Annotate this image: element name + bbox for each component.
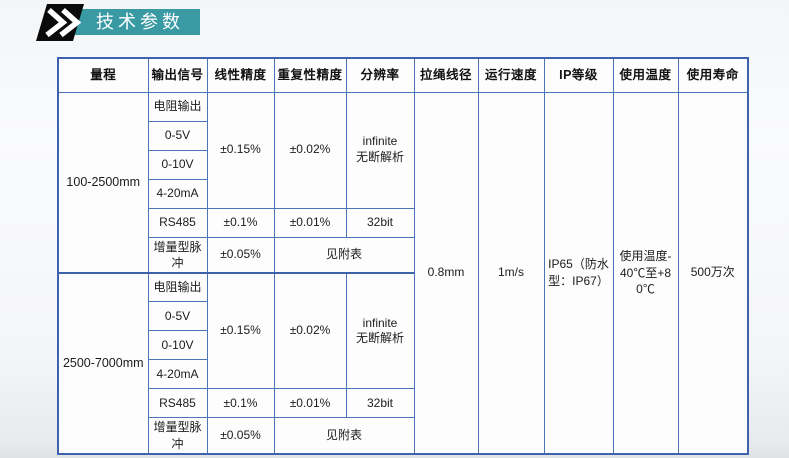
spec-table: 量程 输出信号 线性精度 重复性精度 分辨率 拉绳线径 运行速度 IP等级 使用… [57, 57, 749, 455]
table-row: 4-20mA [58, 178, 748, 209]
cell-repeatability-analog-2: ±0.02% [273, 271, 347, 390]
double-chevron-icon [36, 3, 84, 41]
cell-signal-resistance-2: 电阻输出 [147, 271, 208, 303]
header-ip-rating: IP等级 [543, 57, 614, 93]
cell-signal-0-5v-1: 0-5V [147, 120, 208, 151]
cell-signal-rs485-1: RS485 [147, 207, 208, 238]
table-row: RS485 ±0.1% ±0.01% 32bit [58, 388, 748, 419]
header-lifespan: 使用寿命 [677, 57, 749, 93]
table-row: 0-10V [58, 330, 748, 361]
cell-lifespan: 500万次 [677, 91, 749, 455]
table-row: 增量型脉冲 ±0.05% 见附表 [58, 417, 748, 455]
cell-signal-pulse-2: 增量型脉冲 [147, 417, 208, 455]
cell-rope-diameter: 0.8mm [413, 91, 479, 455]
cell-signal-pulse-1: 增量型脉冲 [147, 236, 208, 274]
section-title-bar: 技术参数 [36, 3, 200, 41]
resolution-en-1: infinite [362, 134, 398, 149]
cell-note-pulse-1: 见附表 [273, 236, 415, 274]
cell-repeatability-rs485-2: ±0.01% [273, 388, 347, 419]
table-row: RS485 ±0.1% ±0.01% 32bit [58, 207, 748, 238]
cell-speed: 1m/s [477, 91, 545, 455]
cell-linearity-analog-2: ±0.15% [206, 271, 275, 390]
cell-linearity-pulse-1: ±0.05% [206, 236, 275, 274]
cell-temperature: 使用温度-40℃至+80℃ [612, 91, 679, 455]
cell-signal-4-20ma-1: 4-20mA [147, 178, 208, 209]
header-linearity: 线性精度 [206, 57, 275, 93]
header-range: 量程 [57, 57, 149, 93]
resolution-cn-2: 无断解析 [355, 331, 404, 346]
cell-repeatability-rs485-1: ±0.01% [273, 207, 347, 238]
cell-signal-0-5v-2: 0-5V [147, 301, 208, 332]
resolution-en-2: infinite [362, 315, 398, 330]
cell-signal-resistance-1: 电阻输出 [147, 91, 208, 122]
table-row: 4-20mA [58, 359, 748, 390]
cell-linearity-analog-1: ±0.15% [206, 91, 275, 209]
cell-linearity-pulse-2: ±0.05% [206, 417, 275, 455]
cell-resolution-analog-1: infinite 无断解析 [345, 91, 415, 209]
cell-linearity-rs485-1: ±0.1% [206, 207, 275, 238]
header-speed: 运行速度 [477, 57, 545, 93]
cell-range-2: 2500-7000mm [57, 271, 149, 455]
cell-resolution-rs485-2: 32bit [345, 388, 415, 419]
cell-note-pulse-2: 见附表 [273, 417, 415, 455]
header-row: 量程 输出信号 线性精度 重复性精度 分辨率 拉绳线径 运行速度 IP等级 使用… [57, 57, 749, 93]
table-row: 100-2500mm 电阻输出 ±0.15% ±0.02% infinite 无… [57, 91, 749, 455]
cell-ip-rating: IP65（防水型：IP67） [543, 91, 614, 455]
cell-signal-0-10v-1: 0-10V [147, 149, 208, 180]
header-repeatability: 重复性精度 [273, 57, 347, 93]
cell-signal-rs485-2: RS485 [147, 388, 208, 419]
table-row: 0-5V [58, 120, 748, 151]
table-row: 0-10V [58, 149, 748, 180]
header-resolution: 分辨率 [345, 57, 415, 93]
cell-signal-4-20ma-2: 4-20mA [147, 359, 208, 390]
cell-repeatability-analog-1: ±0.02% [273, 91, 347, 209]
header-output-signal: 输出信号 [147, 57, 208, 93]
cell-signal-0-10v-2: 0-10V [147, 330, 208, 361]
cell-resolution-rs485-1: 32bit [345, 207, 415, 238]
cell-resolution-analog-2: infinite 无断解析 [345, 271, 415, 390]
header-temperature: 使用温度 [612, 57, 679, 93]
table-row: 0-5V [58, 301, 748, 332]
table-row: 增量型脉冲 ±0.05% 见附表 [58, 236, 748, 274]
table-row: 2500-7000mm 电阻输出 ±0.15% ±0.02% infinite … [57, 271, 748, 455]
cell-range-1: 100-2500mm [57, 91, 149, 274]
section-title: 技术参数 [72, 9, 200, 35]
header-rope-diameter: 拉绳线径 [413, 57, 479, 93]
resolution-cn-1: 无断解析 [355, 150, 404, 164]
cell-linearity-rs485-2: ±0.1% [206, 388, 275, 419]
